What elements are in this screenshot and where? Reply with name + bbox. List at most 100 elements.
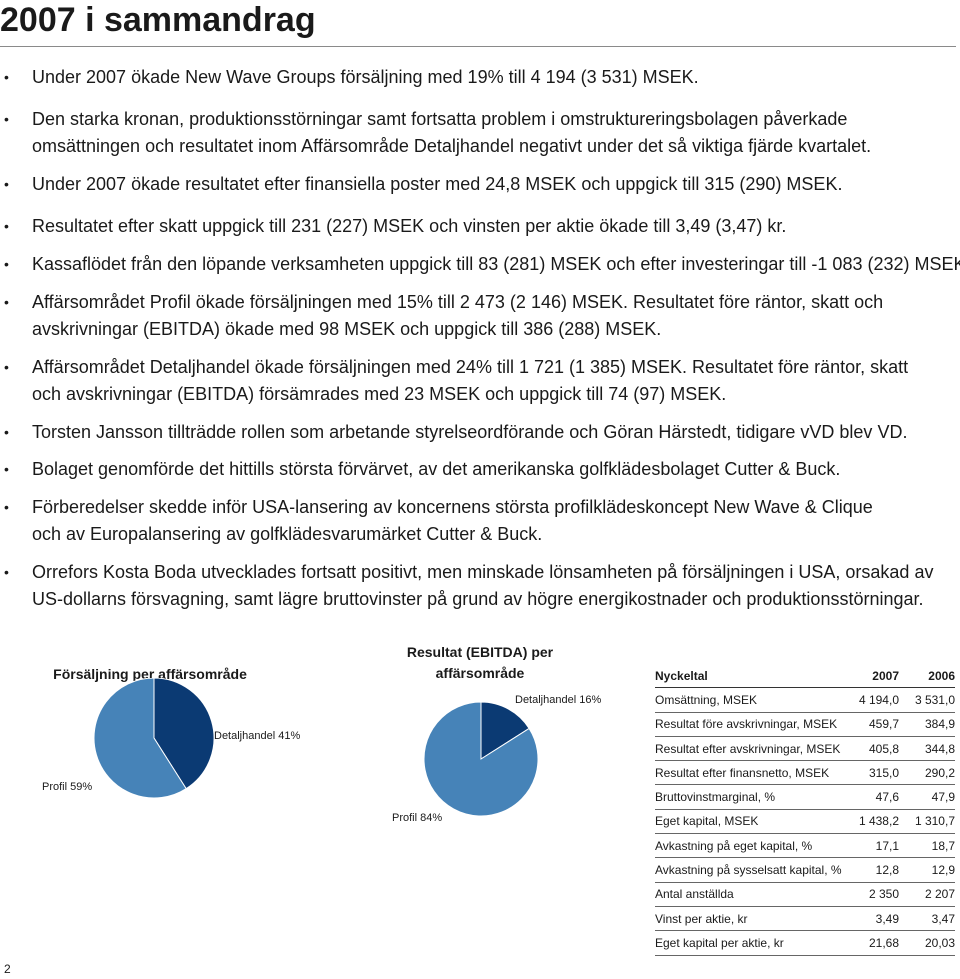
table-row: Avkastning på eget kapital, % 17,1 18,7 — [655, 833, 955, 859]
bullet-line: och av Europalansering av golfklädesvaru… — [32, 524, 543, 544]
bullet-dot: • — [4, 218, 9, 234]
key-figure-label: Omsättning, MSEK — [655, 687, 843, 713]
key-figure-label: Antal anställda — [655, 882, 843, 907]
title-divider — [0, 46, 956, 47]
key-figure-value-2006: 12,9 — [899, 857, 955, 883]
chart-title-ebitda-line-2: affärsområde — [435, 665, 525, 681]
table-row: Resultat efter avskrivningar, MSEK 405,8 3… — [655, 736, 955, 762]
key-figures-header-2006: 2006 — [899, 664, 955, 689]
pie-label-ebitda-detaljhandel: Detaljhandel 16% — [515, 694, 602, 706]
key-figure-value-2006: 290,2 — [899, 760, 955, 786]
summary-bullet: • Torsten Jansson tillträdde rollen som a… — [0, 419, 956, 446]
table-row: Vinst per aktie, kr 3,49 3,47 — [655, 906, 955, 932]
bullet-dot: • — [4, 69, 9, 85]
key-figure-value-2007: 12,8 — [843, 857, 899, 883]
ebitda-pie-slice-1 — [424, 702, 538, 816]
key-figures-table: Nyckeltal 2007 2006 Omsättning, MSEK 4 19… — [655, 664, 955, 956]
bullet-line: Resultatet efter skatt uppgick till 231 … — [32, 216, 787, 236]
summary-bullet: • Under 2007 ökade New Wave Groups försäl… — [0, 64, 956, 91]
bullet-line: Förberedelser skedde inför USA-lansering… — [32, 497, 873, 517]
key-figure-label: Resultat efter finansnetto, MSEK — [655, 760, 843, 786]
key-figure-value-2006: 1 310,7 — [899, 809, 955, 835]
pie-label-ebitda-profil: Profil 84% — [392, 812, 443, 824]
summary-bullet: • Orrefors Kosta Boda utvecklades fortsat… — [0, 559, 956, 613]
page-number: 2 — [4, 962, 11, 976]
key-figure-label: Bruttovinstmarginal, % — [655, 784, 843, 810]
key-figure-label: Avkastning på eget kapital, % — [655, 833, 843, 859]
summary-bullet: • Under 2007 ökade resultatet efter finan… — [0, 171, 956, 198]
ebitda-pie-slice-0 — [480, 702, 530, 760]
key-figure-value-2007: 21,68 — [843, 930, 899, 956]
bullet-dot: • — [4, 461, 9, 477]
key-figure-value-2006: 47,9 — [899, 784, 955, 810]
bullet-line: Bolaget genomförde det hittills största … — [32, 459, 841, 479]
summary-bullet: • Bolaget genomförde det hittills största… — [0, 456, 956, 483]
key-figure-label: Vinst per aktie, kr — [655, 906, 843, 932]
key-figures-header-2007: 2007 — [843, 664, 899, 689]
bullet-line: Torsten Jansson tillträdde rollen som ar… — [32, 422, 908, 442]
bullet-line: omsättningen och resultatet inom Affärso… — [32, 136, 872, 156]
bullet-line: Den starka kronan, produktionsstörningar… — [32, 109, 848, 129]
pie-chart-ebitda — [424, 702, 538, 816]
bullet-dot: • — [4, 111, 9, 127]
key-figure-label: Resultat efter avskrivningar, MSEK — [655, 736, 843, 762]
bullet-dot: • — [4, 256, 9, 272]
table-row: Resultat före avskrivningar, MSEK 459,7 38… — [655, 712, 955, 737]
table-row: Avkastning på sysselsatt kapital, % 12,8 1… — [655, 857, 955, 883]
table-row: Bruttovinstmarginal, % 47,6 47,9 — [655, 784, 955, 810]
key-figure-value-2006: 3 531,0 — [899, 687, 955, 713]
sales-pie-slice-1 — [94, 678, 187, 798]
bullet-line: Under 2007 ökade New Wave Groups försälj… — [32, 67, 699, 87]
key-figure-value-2007: 315,0 — [843, 760, 899, 786]
page-title: 2007 i sammandrag — [0, 1, 316, 39]
summary-bullet: • Förberedelser skedde inför USA-lanserin… — [0, 494, 956, 548]
bullet-line: Under 2007 ökade resultatet efter finans… — [32, 174, 843, 194]
bullet-line: avskrivningar (EBITDA) ökade med 98 MSEK… — [32, 319, 662, 339]
key-figure-value-2007: 17,1 — [843, 833, 899, 859]
bullet-dot: • — [4, 424, 9, 440]
key-figure-value-2006: 384,9 — [899, 712, 955, 737]
key-figure-value-2006: 18,7 — [899, 833, 955, 859]
summary-bullet: • Resultatet efter skatt uppgick till 231… — [0, 213, 956, 240]
table-row: Eget kapital, MSEK 1 438,2 1 310,7 — [655, 809, 955, 835]
key-figure-label: Eget kapital per aktie, kr — [655, 930, 843, 956]
table-row: Resultat efter finansnetto, MSEK 315,0 290… — [655, 760, 955, 786]
pie-label-sales-detaljhandel: Detaljhandel 41% — [214, 730, 301, 742]
bullet-dot: • — [4, 359, 9, 375]
key-figure-value-2007: 4 194,0 — [843, 687, 899, 713]
bullet-line: och avskrivningar (EBITDA) försämrades m… — [32, 384, 727, 404]
key-figure-value-2007: 3,49 — [843, 906, 899, 932]
bullet-dot: • — [4, 499, 9, 515]
bullet-dot: • — [4, 294, 9, 310]
chart-title-sales: Försäljning per affärsområde — [53, 666, 247, 682]
key-figure-value-2006: 2 207 — [899, 882, 955, 907]
summary-bullet: • Affärsområdet Detaljhandel ökade försäl… — [0, 354, 956, 408]
bullet-line: Affärsområdet Detaljhandel ökade försälj… — [32, 357, 909, 377]
bullet-dot: • — [4, 564, 9, 580]
table-row: Antal anställda 2 350 2 207 — [655, 882, 955, 907]
pie-label-sales-profil: Profil 59% — [42, 781, 93, 793]
key-figure-value-2006: 344,8 — [899, 736, 955, 762]
key-figure-value-2007: 1 438,2 — [843, 809, 899, 835]
table-row: Omsättning, MSEK 4 194,0 3 531,0 — [655, 687, 955, 713]
key-figure-label: Eget kapital, MSEK — [655, 809, 843, 835]
key-figure-label: Resultat före avskrivningar, MSEK — [655, 712, 843, 737]
key-figures-header-label: Nyckeltal — [655, 664, 843, 689]
pie-chart-sales — [94, 678, 214, 798]
bullet-line: Kassaflödet från den löpande verksamhete… — [32, 254, 960, 274]
key-figure-value-2007: 459,7 — [843, 712, 899, 737]
bullet-line: Orrefors Kosta Boda utvecklades fortsatt… — [32, 562, 934, 582]
key-figures-header-row: Nyckeltal 2007 2006 — [655, 664, 955, 689]
table-row: Eget kapital per aktie, kr 21,68 20,03 — [655, 930, 955, 956]
bullet-dot: • — [4, 176, 9, 192]
key-figure-value-2007: 47,6 — [843, 784, 899, 810]
summary-bullet: • Kassaflödet från den löpande verksamhet… — [0, 251, 960, 278]
key-figure-value-2007: 405,8 — [843, 736, 899, 762]
chart-title-ebitda: Resultat (EBITDA) per affärsområde — [380, 642, 580, 684]
chart-title-ebitda-line-1: Resultat (EBITDA) per — [406, 644, 554, 660]
summary-bullet: • Den starka kronan, produktionsstörninga… — [0, 106, 956, 160]
bullet-line: US-dollarns försvagning, samt lägre brut… — [32, 589, 924, 609]
key-figure-label: Avkastning på sysselsatt kapital, % — [655, 857, 843, 883]
key-figure-value-2006: 20,03 — [899, 930, 955, 956]
summary-bullet: • Affärsområdet Profil ökade försäljninge… — [0, 289, 956, 343]
